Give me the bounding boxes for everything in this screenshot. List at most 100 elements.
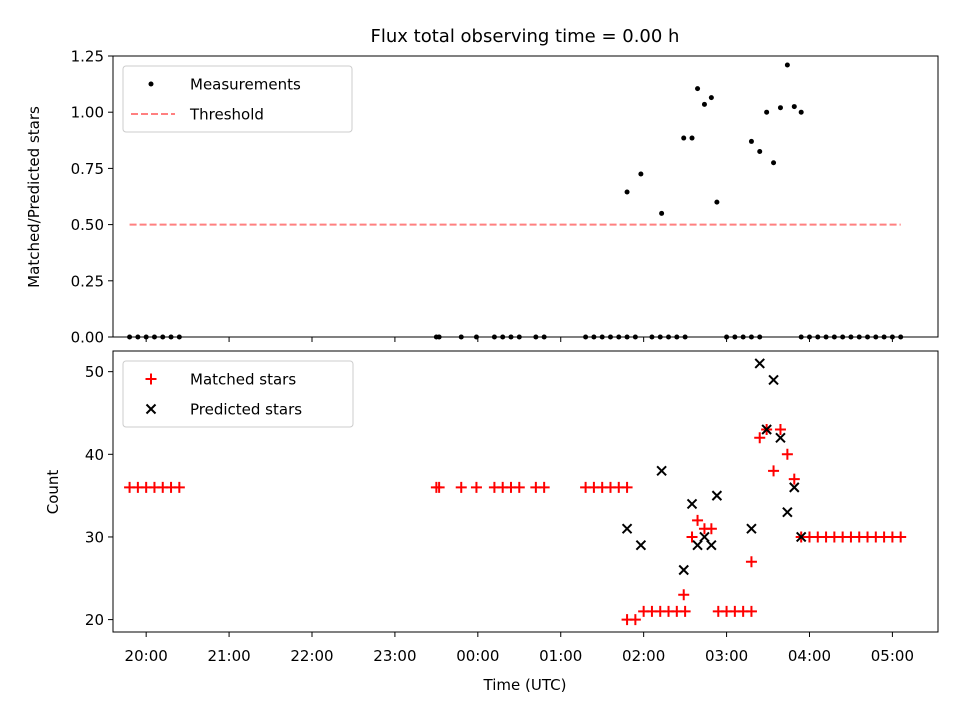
predicted-star-point [706, 540, 717, 551]
matched-star-point [629, 614, 641, 626]
top-y-tick-label: 0.50 [71, 216, 104, 234]
chart-title: Flux total observing time = 0.00 h [371, 26, 680, 47]
x-tick-label: 22:00 [290, 647, 333, 665]
matched-star-point [513, 481, 525, 493]
matched-star-point [173, 481, 185, 493]
measurement-point [659, 210, 665, 216]
measurement-point [748, 138, 754, 144]
matched-star-point [538, 481, 550, 493]
bottom-panel: 20 30 40 50 20:00 21:00 22:00 23:00 00:00 01:00 0… [44, 350, 939, 694]
measurement-point [771, 160, 777, 166]
matched-star-point [788, 473, 800, 485]
matched-star-point [470, 481, 482, 493]
bottom-legend: Matched stars Predicted stars [122, 360, 354, 428]
predicted-star-point [678, 564, 689, 576]
measurement-point [764, 109, 770, 115]
predicted-star-point [746, 523, 757, 534]
top-y-axis-label: Matched/Predicted stars [25, 106, 43, 288]
top-y-tick-label: 1.25 [71, 48, 104, 66]
x-tick-label: 20:00 [125, 647, 168, 665]
matched-star-point [745, 605, 757, 617]
measurement-point [681, 135, 687, 141]
top-legend-box [122, 65, 353, 133]
x-tick-label: 23:00 [373, 647, 416, 665]
top-y-tick-label: 0.25 [71, 272, 104, 290]
predicted-star-point [761, 424, 772, 435]
predicted-star-point [699, 531, 710, 543]
top-y-axis-ticks: 0.00 0.25 0.50 0.75 1.00 1.25 [71, 48, 113, 347]
matched-star-point [774, 424, 786, 436]
legend-predicted-label: Predicted stars [190, 401, 302, 419]
matched-star-point [781, 448, 793, 460]
top-x-axis-ticks [145, 337, 893, 342]
matched-star-point [692, 514, 704, 526]
predicted-star-point [795, 531, 807, 543]
measurement-point [791, 104, 797, 110]
bottom-y-tick-label: 50 [85, 363, 104, 381]
predicted-star-point [754, 358, 765, 369]
matched-star-point [754, 432, 766, 444]
x-axis-label: Time (UTC) [483, 676, 567, 694]
top-panel: 0.00 0.25 0.50 0.75 1.00 1.25 Matched/Predict… [25, 48, 939, 347]
bottom-x-axis-ticks: 20:00 21:00 22:00 23:00 00:00 01:00 02:00 03:00… [125, 632, 914, 665]
predicted-star-point [789, 482, 800, 493]
top-y-tick-label: 1.00 [71, 104, 104, 122]
x-tick-label: 03:00 [705, 647, 748, 665]
legend-predicted-marker [145, 403, 157, 415]
matched-star-point [745, 556, 757, 568]
x-tick-label: 01:00 [539, 647, 582, 665]
x-tick-label: 02:00 [622, 647, 665, 665]
measurement-point [757, 149, 763, 155]
matched-star-point [621, 481, 633, 493]
bottom-y-axis-label: Count [44, 470, 62, 515]
predicted-star-point [782, 506, 793, 518]
bottom-y-tick-label: 20 [85, 611, 104, 629]
measurement-point [638, 171, 644, 177]
bottom-legend-box [122, 360, 354, 428]
top-legend: Measurements Threshold [122, 65, 353, 133]
bottom-y-axis-ticks: 20 30 40 50 [85, 363, 113, 629]
measurement-point [798, 109, 804, 115]
measurement-point [689, 135, 695, 141]
x-tick-label: 04:00 [788, 647, 831, 665]
measurement-point [777, 105, 783, 111]
predicted-star-point [692, 540, 703, 551]
legend-measurements-label: Measurements [190, 76, 301, 94]
legend-matched-marker [145, 373, 157, 385]
matched-star-point [678, 589, 690, 601]
predicted-star-point [656, 465, 667, 477]
x-tick-label: 21:00 [207, 647, 250, 665]
measurement-point [695, 86, 701, 92]
bottom-y-tick-label: 40 [85, 446, 104, 464]
top-y-tick-label: 0.00 [71, 329, 104, 347]
legend-measurements-marker [148, 81, 154, 87]
top-y-tick-label: 0.75 [71, 160, 104, 178]
measurement-point [701, 101, 707, 107]
predicted-star-point [768, 374, 779, 386]
matched-star-point [455, 481, 467, 493]
predicted-star-point [621, 523, 633, 534]
x-tick-label: 00:00 [456, 647, 499, 665]
measurement-point [624, 189, 630, 195]
predicted-star-point [686, 498, 698, 510]
predicted-star-point [635, 540, 647, 551]
predicted-star-point [775, 432, 786, 443]
bottom-plot-frame [112, 350, 939, 633]
bottom-y-tick-label: 30 [85, 528, 104, 546]
predicted-star-point [711, 490, 723, 501]
x-tick-label: 05:00 [871, 647, 914, 665]
matched-star-point [686, 531, 698, 543]
matched-star-point [679, 605, 691, 617]
legend-matched-label: Matched stars [190, 371, 296, 389]
bottom-series-layer [124, 358, 907, 626]
measurement-point [714, 199, 720, 205]
matched-star-point [768, 465, 780, 477]
matched-star-point [705, 523, 717, 535]
legend-threshold-label: Threshold [189, 106, 264, 124]
measurement-point [708, 95, 714, 101]
top-plot-frame [112, 55, 939, 338]
measurement-point [784, 62, 790, 68]
matched-star-point [895, 531, 907, 543]
matched-star-point [433, 481, 445, 493]
